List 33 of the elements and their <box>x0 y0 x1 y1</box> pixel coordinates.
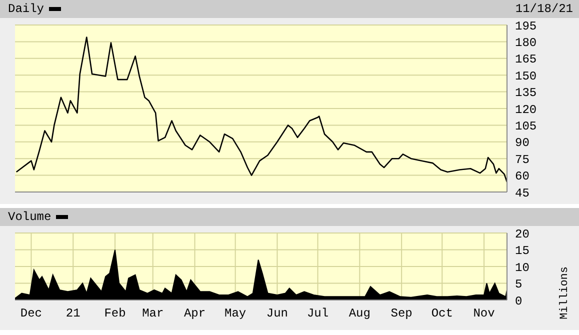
x-tick-label: Mar <box>142 306 164 321</box>
x-tick-label: Dec <box>20 306 42 321</box>
x-tick-label: Feb <box>104 306 126 321</box>
y-tick-label: 150 <box>515 69 537 84</box>
y-tick-label: 135 <box>515 86 537 100</box>
text: 11/18/21 <box>515 2 573 16</box>
y-tick-label: 75 <box>515 152 530 167</box>
y-tick-label: 15 <box>515 244 530 258</box>
x-tick-label: Jul <box>306 306 329 321</box>
y-tick-label: 5 <box>515 278 522 292</box>
y-axis-title: Millions <box>558 266 571 320</box>
y-tick-label: 195 <box>515 19 537 34</box>
x-tick-label: Oct <box>431 306 453 321</box>
x-tick-label: Aug <box>348 306 370 321</box>
y-tick-label: 90 <box>515 136 530 150</box>
legend-label: Daily <box>8 2 44 16</box>
x-tick-label: Jun <box>266 306 288 321</box>
y-tick-label: 180 <box>515 36 537 50</box>
x-tick-label: May <box>224 306 246 321</box>
line-series <box>16 36 507 183</box>
x-tick-label: 21 <box>66 306 80 321</box>
y-tick-label: 120 <box>515 102 537 117</box>
x-tick-label: Sep <box>390 306 412 321</box>
y-tick-label: 20 <box>515 227 530 242</box>
y-tick-label: 165 <box>515 52 537 67</box>
y-tick-label: 105 <box>515 119 537 134</box>
y-tick-label: 10 <box>515 260 530 275</box>
x-tick-label: Nov <box>473 306 495 321</box>
x-tick-label: Apr <box>184 306 206 321</box>
y-tick-label: 60 <box>515 170 530 184</box>
y-tick-label: 0 <box>515 294 522 308</box>
y-tick-label: 45 <box>515 186 530 200</box>
legend-label: Volume <box>8 210 52 224</box>
